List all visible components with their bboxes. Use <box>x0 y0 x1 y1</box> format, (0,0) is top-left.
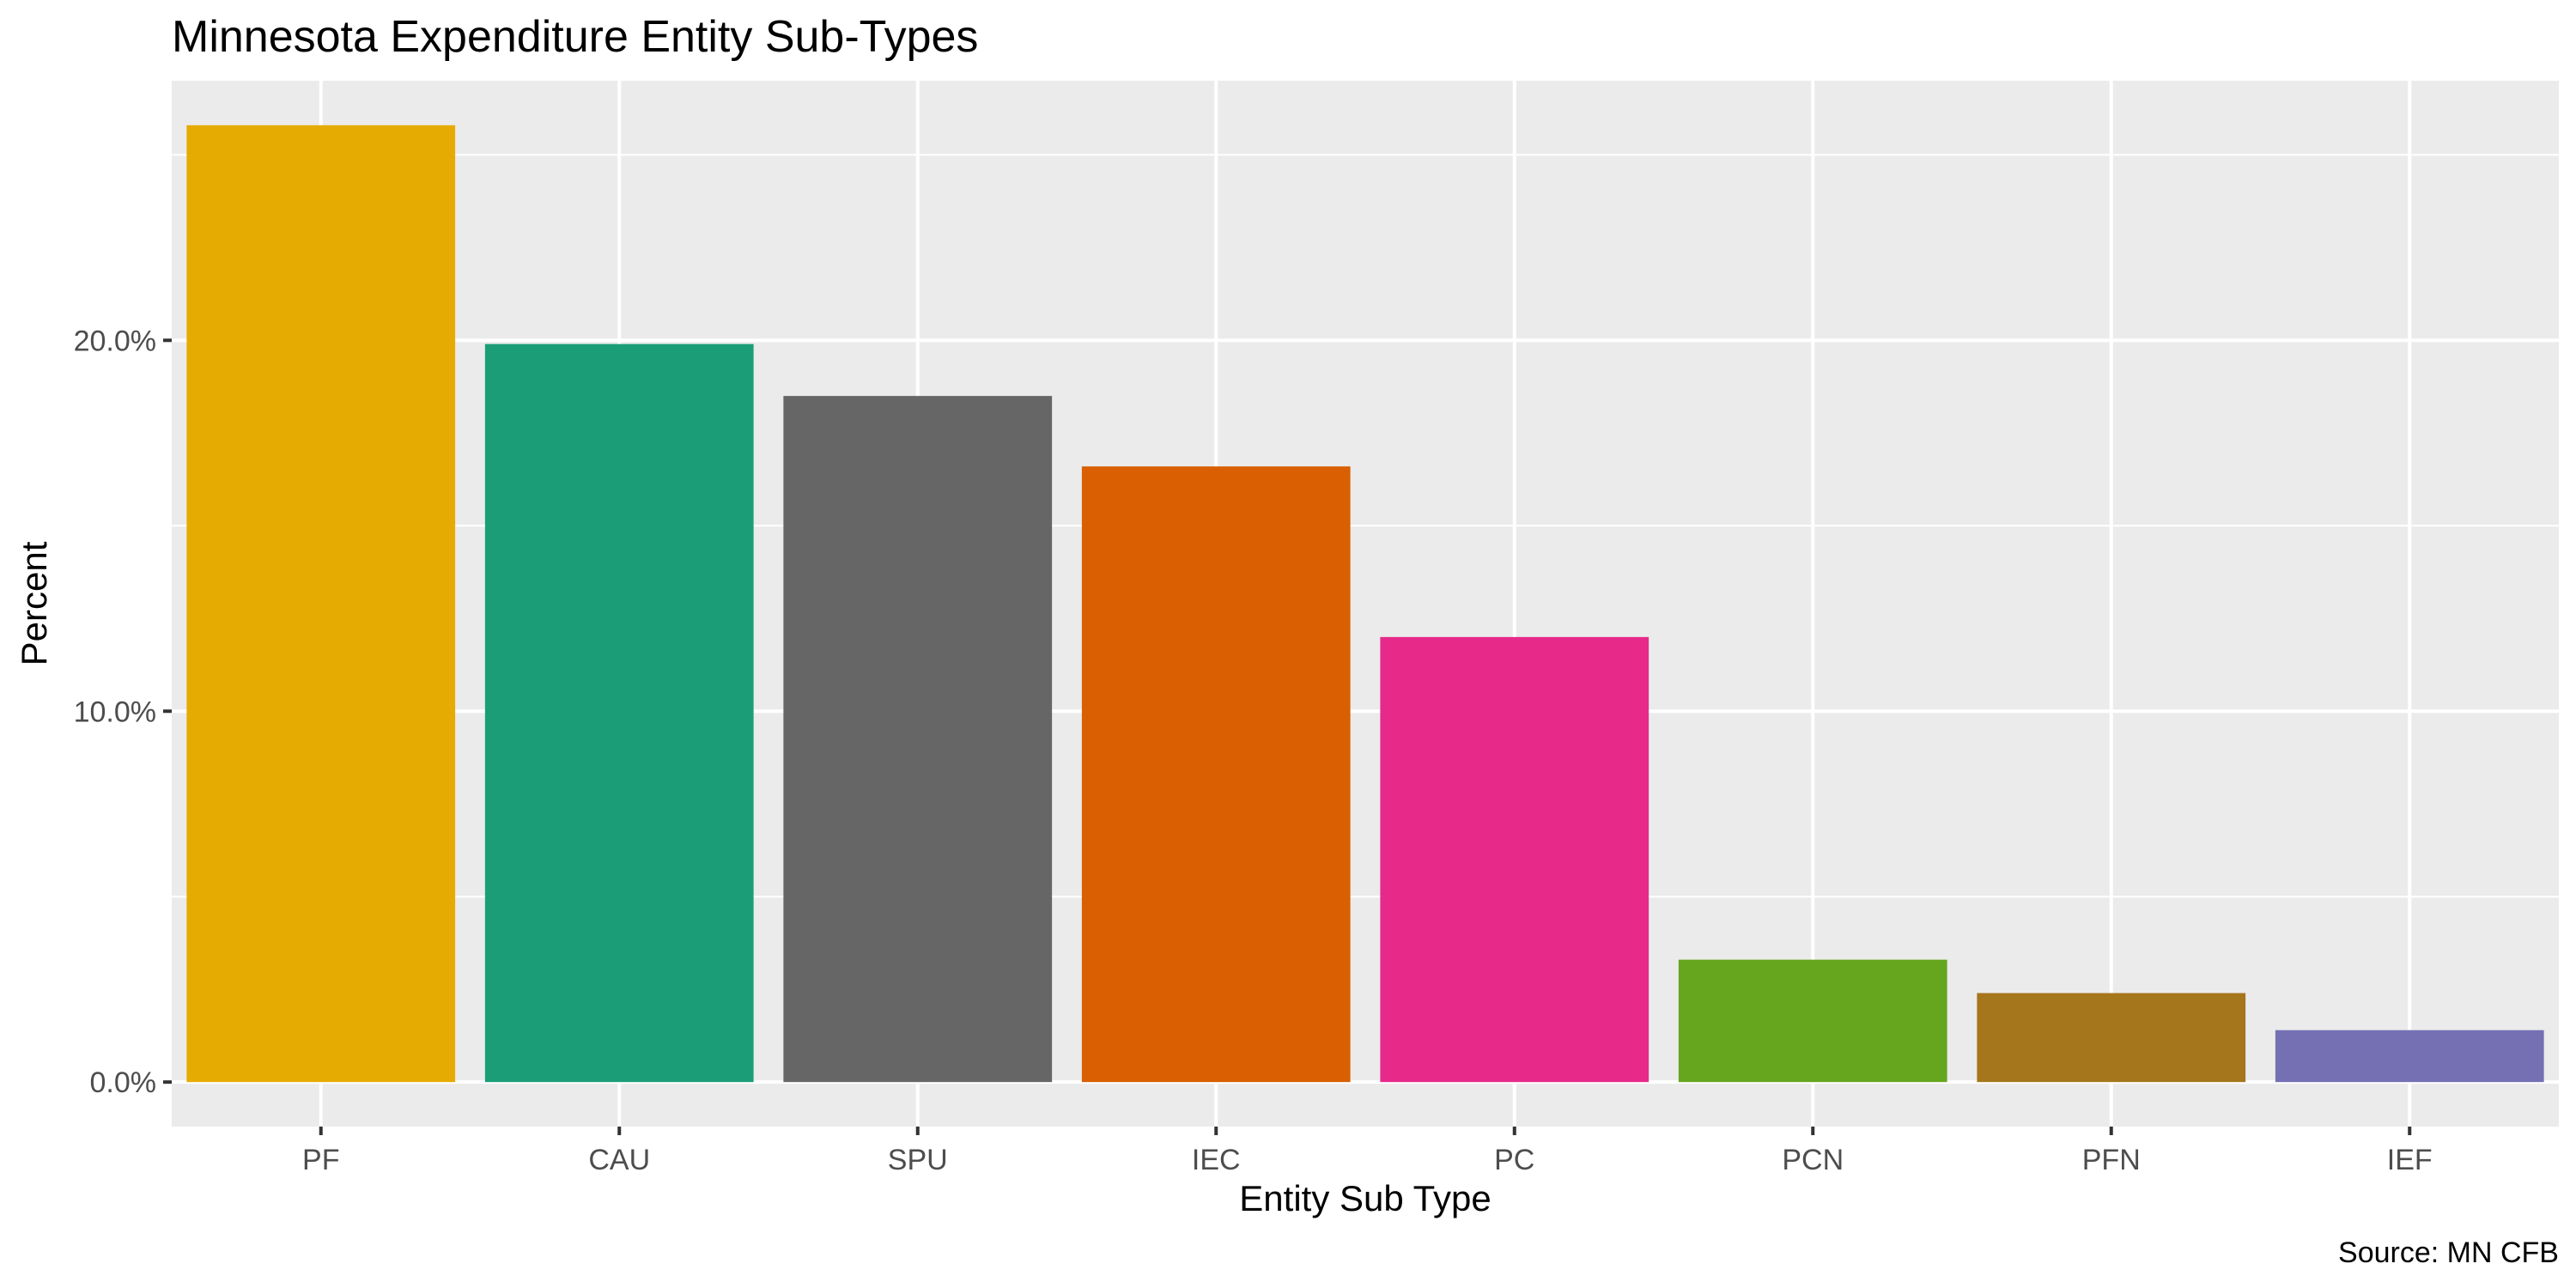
x-tick-label: PF <box>302 1144 339 1176</box>
x-tick-label: IEF <box>2387 1144 2433 1176</box>
x-tick-label: IEC <box>1192 1144 1241 1176</box>
y-tick-label: 0.0% <box>90 1066 157 1099</box>
x-tick-label: SPU <box>888 1144 948 1176</box>
chart-title: Minnesota Expenditure Entity Sub-Types <box>172 12 978 62</box>
bar-spu <box>783 396 1053 1083</box>
bars-group <box>186 125 2544 1083</box>
y-tick-label: 20.0% <box>74 325 156 357</box>
bar-ief <box>2275 1030 2544 1083</box>
y-axis: 0.0% 10.0% 20.0% <box>74 325 172 1099</box>
chart-caption: Source: MN CFB <box>2338 1236 2559 1269</box>
x-tick-label: PC <box>1494 1144 1534 1176</box>
bar-iec <box>1081 466 1351 1083</box>
x-tick-label: CAU <box>588 1144 650 1176</box>
bar-cau <box>484 343 754 1083</box>
x-tick-label: PFN <box>2082 1144 2141 1176</box>
bar-pf <box>186 125 456 1083</box>
x-tick-label: PCN <box>1782 1144 1844 1176</box>
x-axis-title: Entity Sub Type <box>1239 1178 1491 1218</box>
bar-pc <box>1380 636 1649 1083</box>
x-axis: PF CAU SPU IEC PC PCN PFN IEF <box>302 1127 2433 1176</box>
y-axis-title: Percent <box>14 541 54 665</box>
bar-pcn <box>1678 959 1947 1083</box>
y-tick-label: 10.0% <box>74 696 156 728</box>
bar-pfn <box>1977 993 2246 1083</box>
